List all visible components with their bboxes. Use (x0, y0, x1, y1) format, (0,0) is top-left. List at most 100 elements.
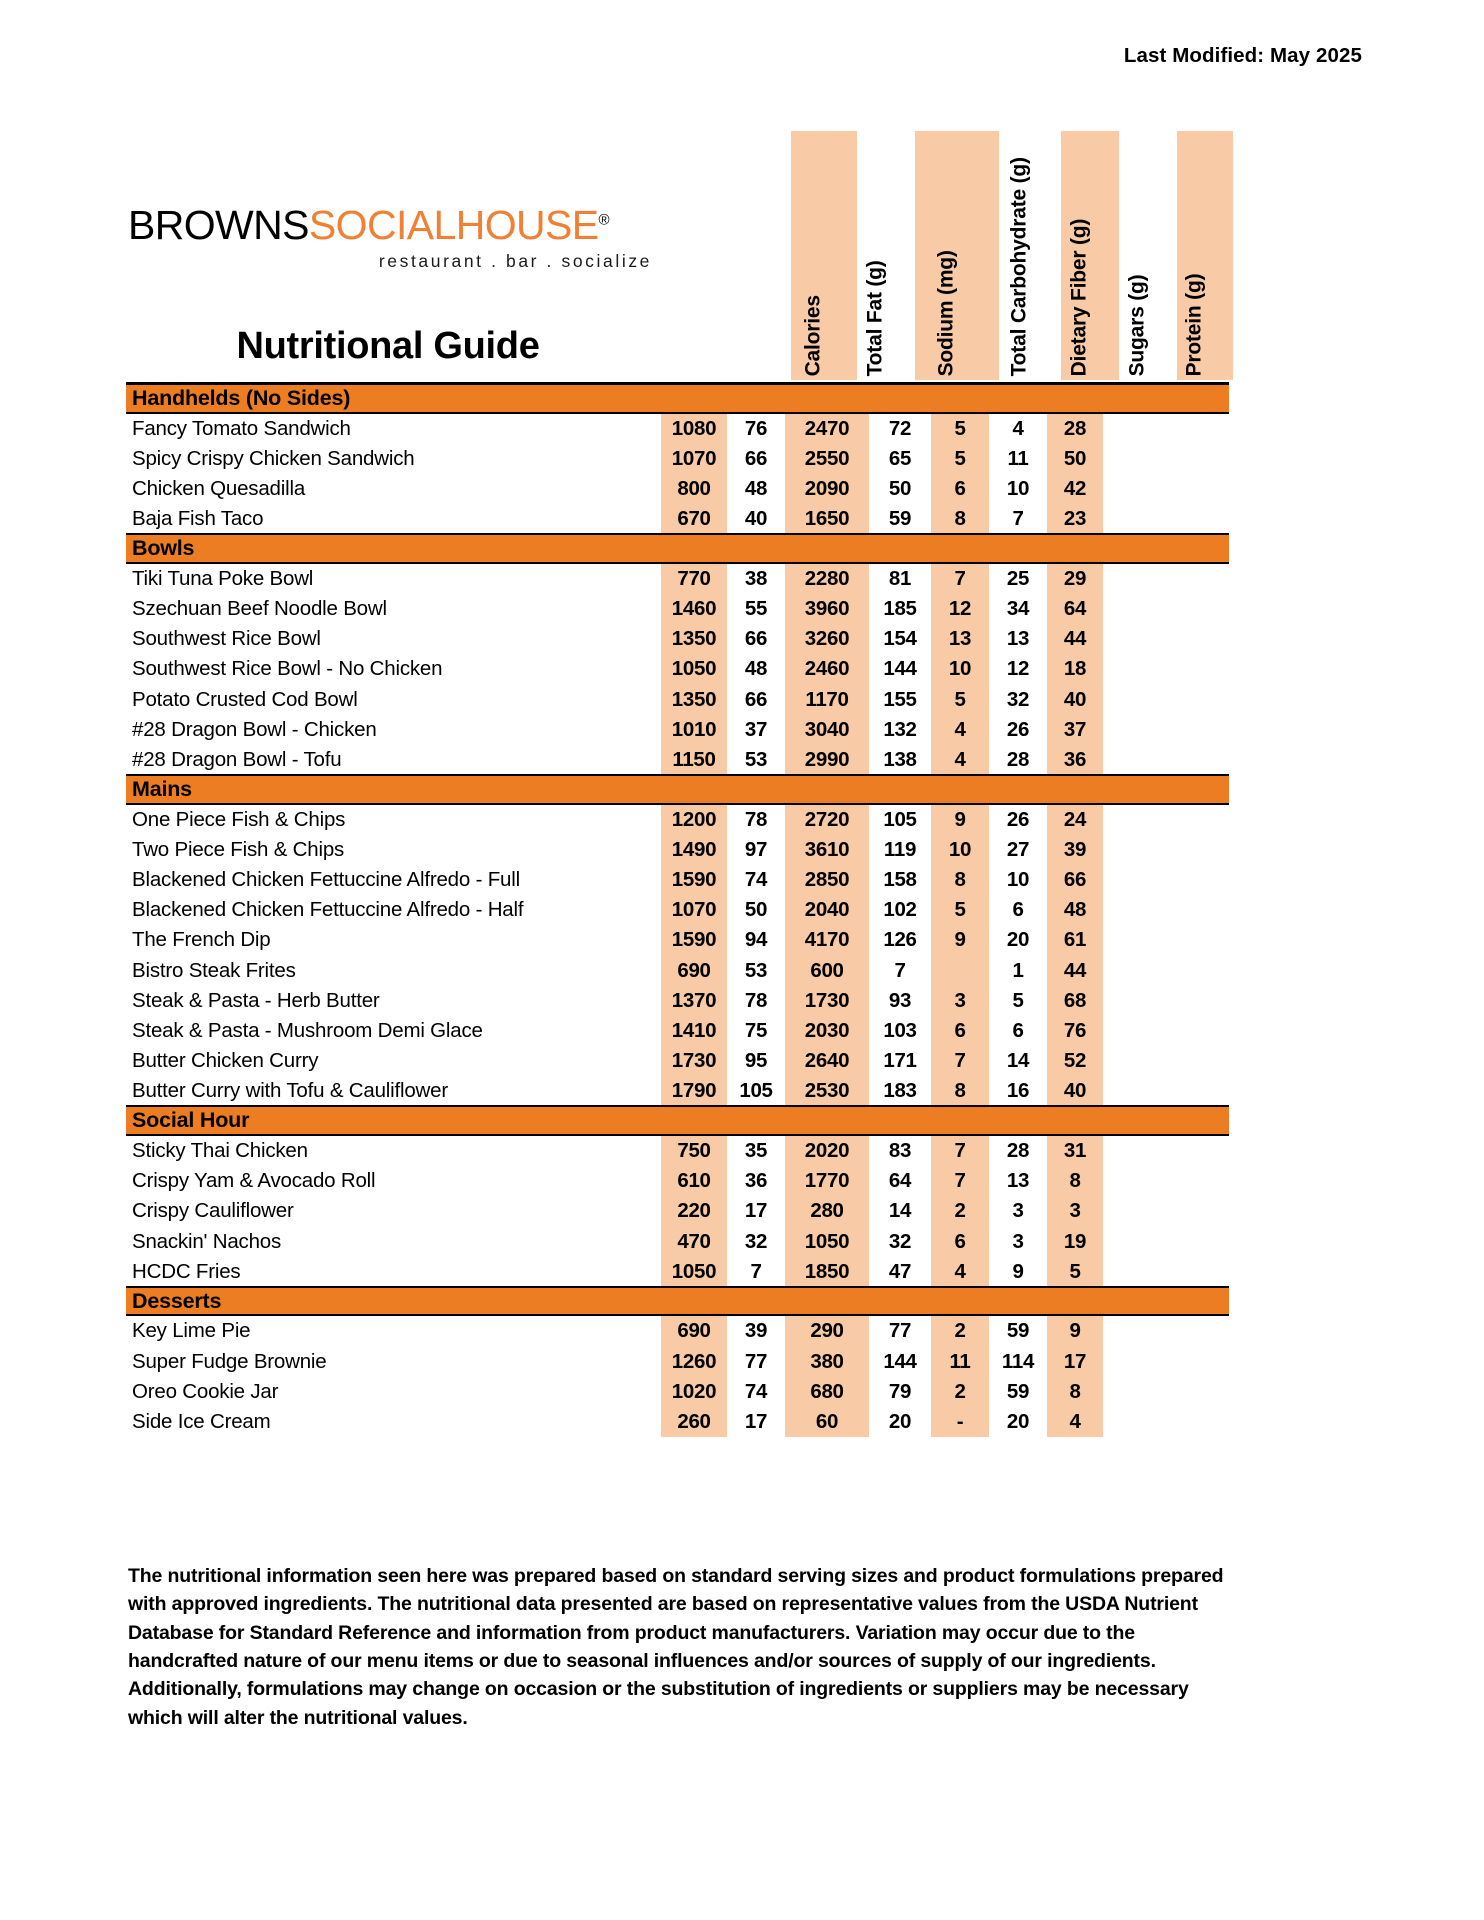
cell-calories: 1200 (671, 807, 717, 831)
column-header-total_fat: Total Fat (g) (857, 131, 915, 380)
cell-sodium: 1650 (804, 507, 850, 531)
cell-total_carbohydrate: 155 (883, 687, 917, 711)
cell-dietary_fiber: 3 (954, 988, 966, 1012)
cell-calories: 1370 (671, 988, 717, 1012)
cell-calories: 260 (677, 1410, 711, 1434)
table-row: Southwest Rice Bowl 1350 66 3260 154 13 13 44 (126, 624, 1229, 654)
menu-item-name: Spicy Crispy Chicken Sandwich (132, 446, 415, 470)
cell-total_fat: 48 (744, 476, 768, 500)
table-row: Baja Fish Taco 670 40 1650 59 8 7 23 (126, 504, 1229, 534)
cell-sodium: 4170 (804, 928, 850, 952)
table-row: Fancy Tomato Sandwich 1080 76 2470 72 5 4 28 (126, 414, 1229, 444)
cell-dietary_fiber: 11 (949, 1349, 971, 1373)
nutrition-values: 1490 97 3610 119 10 27 39 (126, 835, 1229, 865)
column-header-label-sodium: Sodium (mg) (934, 249, 958, 376)
cell-protein: 36 (1063, 747, 1087, 771)
section-title: Mains (132, 776, 192, 801)
cell-sodium: 2990 (804, 747, 850, 771)
section-header-mains: Mains (126, 774, 1229, 805)
cell-total_carbohydrate: 32 (888, 1229, 912, 1253)
table-row: Steak & Pasta - Herb Butter 1370 78 1730 93 3… (126, 986, 1229, 1016)
table-row: Snackin' Nachos 470 32 1050 32 6 3 19 (126, 1227, 1229, 1257)
cell-protein: 29 (1063, 566, 1087, 590)
cell-protein: 8 (1069, 1169, 1081, 1193)
nutrition-values: 690 53 600 7 1 44 (126, 956, 1229, 986)
nutrition-values: 1200 78 2720 105 9 26 24 (126, 805, 1229, 835)
cell-protein: 39 (1063, 837, 1087, 861)
nutrition-values: 1590 74 2850 158 8 10 66 (126, 865, 1229, 895)
menu-item-name: Baja Fish Taco (132, 507, 264, 531)
cell-total_fat: 17 (744, 1410, 768, 1434)
nutrition-values: 1010 37 3040 132 4 26 37 (126, 715, 1229, 745)
menu-item-name: Oreo Cookie Jar (132, 1379, 279, 1403)
nutrition-values: 1150 53 2990 138 4 28 36 (126, 745, 1229, 775)
cell-sugars: 59 (1006, 1319, 1030, 1343)
cell-sugars: 20 (1006, 1410, 1030, 1434)
menu-item-name: #28 Dragon Bowl - Tofu (132, 747, 342, 771)
cell-protein: 44 (1063, 958, 1087, 982)
cell-dietary_fiber: 6 (954, 1229, 966, 1253)
cell-protein: 17 (1063, 1349, 1087, 1373)
menu-item-name: Sticky Thai Chicken (132, 1139, 308, 1163)
cell-sodium: 60 (815, 1410, 839, 1434)
nutrition-values: 1410 75 2030 103 6 6 76 (126, 1016, 1229, 1046)
cell-sodium: 2530 (804, 1079, 850, 1103)
cell-total_carbohydrate: 144 (883, 657, 917, 681)
column-header-total_carbohydrate: Total Carbohydrate (g) (999, 131, 1061, 380)
cell-total_carbohydrate: 105 (883, 807, 917, 831)
cell-calories: 1050 (671, 657, 717, 681)
cell-dietary_fiber: 5 (954, 898, 966, 922)
table-row: Crispy Cauliflower 220 17 280 14 2 3 3 (126, 1196, 1229, 1226)
cell-total_fat: 66 (744, 627, 768, 651)
cell-protein: 40 (1063, 1079, 1087, 1103)
table-row: Blackened Chicken Fettuccine Alfredo - H… (126, 895, 1229, 925)
cell-total_fat: 35 (744, 1139, 768, 1163)
menu-item-name: Butter Curry with Tofu & Cauliflower (132, 1079, 448, 1103)
column-header-label-sugars: Sugars (g) (1125, 274, 1149, 376)
menu-item-name: One Piece Fish & Chips (132, 807, 346, 831)
cell-sugars: 59 (1006, 1379, 1030, 1403)
cell-calories: 690 (677, 1319, 711, 1343)
cell-sugars: 114 (1001, 1349, 1035, 1373)
nutrition-values: 1370 78 1730 93 3 5 68 (126, 986, 1229, 1016)
cell-sugars: 5 (1012, 988, 1024, 1012)
logo-wordmark: BROWNSSOCIALHOUSE® (128, 205, 658, 246)
cell-dietary_fiber: 10 (948, 657, 972, 681)
cell-total_fat: 94 (744, 928, 768, 952)
cell-protein: 31 (1063, 1139, 1087, 1163)
section-title: Desserts (132, 1288, 222, 1313)
cell-protein: 24 (1063, 807, 1087, 831)
cell-total_carbohydrate: 7 (894, 958, 906, 982)
cell-protein: 61 (1063, 928, 1087, 952)
cell-calories: 770 (677, 566, 711, 590)
cell-protein: 3 (1069, 1199, 1081, 1223)
cell-dietary_fiber (931, 956, 989, 986)
cell-total_fat: 55 (744, 597, 768, 621)
cell-sodium: 3960 (804, 597, 850, 621)
cell-dietary_fiber: 5 (954, 416, 966, 440)
cell-total_carbohydrate: 144 (883, 1349, 917, 1373)
cell-sugars: 28 (1006, 1139, 1030, 1163)
cell-calories: 1350 (671, 627, 717, 651)
cell-total_carbohydrate: 183 (883, 1079, 917, 1103)
cell-sugars: 13 (1006, 1169, 1030, 1193)
cell-protein: 66 (1063, 868, 1087, 892)
nutrition-table-body: Handhelds (No Sides) Fancy Tomato Sandwic… (126, 383, 1229, 1437)
table-row: Two Piece Fish & Chips 1490 97 3610 119 10 27 3… (126, 835, 1229, 865)
table-row: Bistro Steak Frites 690 53 600 7 1 44 (126, 956, 1229, 986)
cell-sugars: 3 (1012, 1199, 1024, 1223)
menu-item-name: Key Lime Pie (132, 1319, 251, 1343)
brand-logo: BROWNSSOCIALHOUSE® restaurant . bar . so… (128, 205, 658, 272)
cell-total_carbohydrate: 93 (888, 988, 912, 1012)
cell-total_carbohydrate: 83 (888, 1139, 912, 1163)
nutrition-values: 220 17 280 14 2 3 3 (126, 1196, 1229, 1226)
cell-sodium: 1850 (804, 1259, 850, 1283)
cell-sodium: 280 (810, 1199, 844, 1223)
nutrition-values: 800 48 2090 50 6 10 42 (126, 474, 1229, 504)
cell-calories: 1590 (671, 928, 717, 952)
nutrition-values: 1070 66 2550 65 5 11 50 (126, 444, 1229, 474)
table-row: Blackened Chicken Fettuccine Alfredo - F… (126, 865, 1229, 895)
cell-total_carbohydrate: 47 (888, 1259, 912, 1283)
cell-total_carbohydrate: 64 (888, 1169, 912, 1193)
